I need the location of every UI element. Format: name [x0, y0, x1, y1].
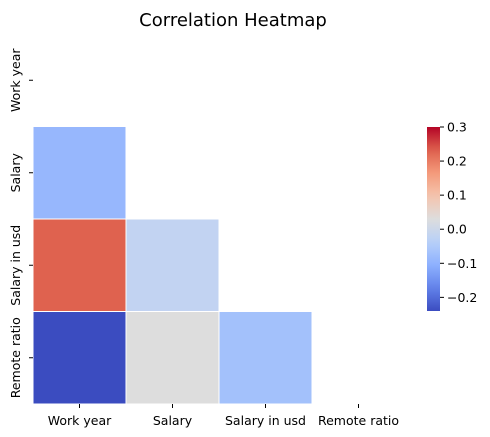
colorbar-tick-label: 0.0 [447, 222, 467, 237]
x-axis: Work year Salary Salary in usd Remote ratio [48, 404, 399, 428]
y-tick-label: Salary [8, 153, 23, 193]
heatmap-cell-remote-ratio-work-year [32, 311, 127, 405]
heatmap-cell-salary-in-usd-work-year [32, 218, 127, 312]
chart-title: Correlation Heatmap [139, 10, 327, 31]
colorbar-tick-label: 0.2 [447, 154, 467, 169]
colorbar-tick-label: −0.1 [447, 256, 477, 271]
x-tick-label: Remote ratio [318, 413, 399, 428]
colorbar-tick-label: −0.2 [447, 290, 477, 305]
colorbar-tick-label: 0.3 [447, 120, 467, 135]
heatmap-cell-remote-ratio-salary-in-usd [218, 311, 313, 405]
y-tick-label: Salary in usd [8, 225, 23, 306]
heatmap-cells [32, 126, 313, 405]
x-tick-label: Salary [153, 413, 193, 428]
colorbar-gradient [427, 127, 440, 311]
x-tick-label: Work year [48, 413, 112, 428]
y-axis: Work year Salary Salary in usd Remote ratio [8, 48, 33, 398]
y-tick-label: Remote ratio [8, 317, 23, 398]
heatmap-cell-salary-in-usd-salary [125, 218, 220, 312]
heatmap-cell-salary-work-year [32, 126, 127, 220]
heatmap-cell-remote-ratio-salary [125, 311, 220, 405]
y-tick-label: Work year [8, 48, 23, 112]
x-tick-label: Salary in usd [225, 413, 306, 428]
colorbar-tick-label: 0.1 [447, 188, 467, 203]
colorbar: 0.3 0.2 0.1 0.0 −0.1 −0.2 [427, 120, 477, 311]
